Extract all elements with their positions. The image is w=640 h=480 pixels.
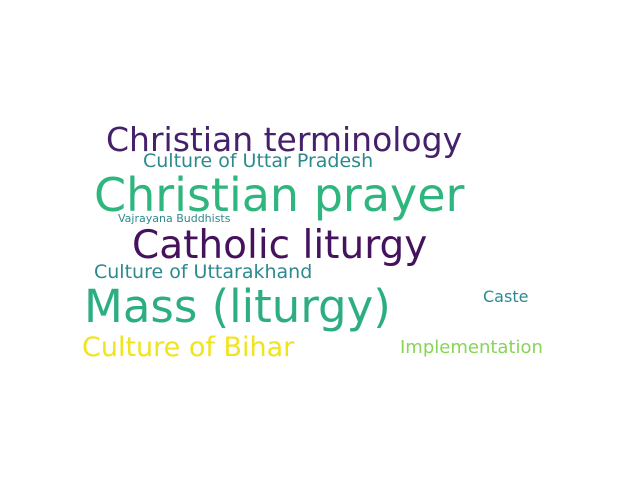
word-christian-terminology: Christian terminology [106, 120, 463, 159]
word-culture-of-uttarakhand: Culture of Uttarakhand [94, 261, 313, 283]
word-mass-liturgy: Mass (liturgy) [84, 280, 391, 333]
word-vajrayana-buddhists: Vajrayana Buddhists [118, 212, 231, 225]
word-caste: Caste [483, 287, 529, 306]
word-implementation: Implementation [400, 337, 543, 358]
word-culture-of-bihar: Culture of Bihar [82, 332, 295, 363]
word-culture-of-uttar-pradesh: Culture of Uttar Pradesh [143, 150, 374, 172]
word-catholic-liturgy: Catholic liturgy [132, 223, 428, 268]
word-christian-prayer: Christian prayer [94, 168, 465, 222]
